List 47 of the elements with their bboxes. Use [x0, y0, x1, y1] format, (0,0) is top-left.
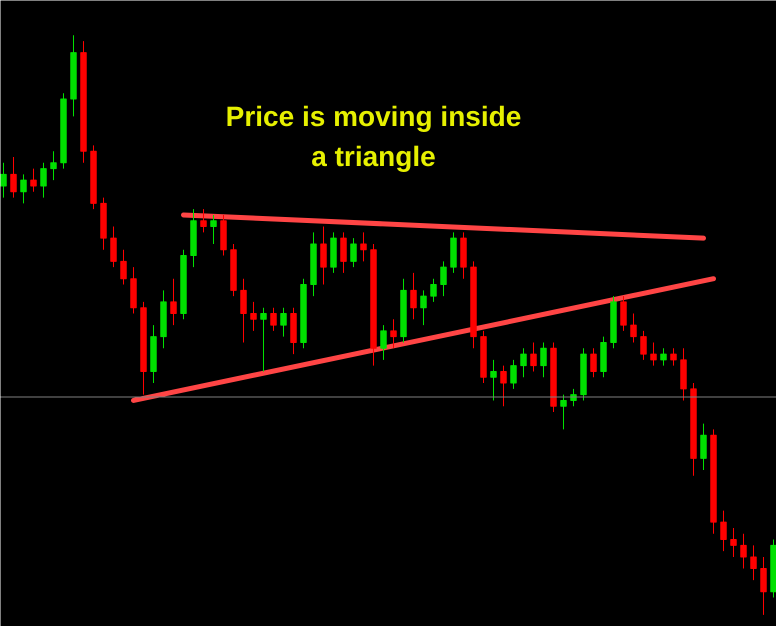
candlestick	[420, 290, 427, 326]
candlestick	[740, 533, 747, 570]
candlestick	[170, 278, 177, 326]
candlestick	[590, 348, 597, 378]
candlestick	[520, 348, 527, 378]
candlestick	[500, 365, 507, 407]
candlestick	[350, 238, 357, 268]
candlestick	[490, 359, 497, 401]
candlestick	[730, 527, 737, 558]
candlestick	[620, 296, 627, 332]
candlestick	[120, 249, 127, 286]
candlestick	[530, 342, 537, 372]
candlestick	[50, 150, 57, 181]
candlestick	[390, 318, 397, 349]
candlestick	[280, 307, 287, 338]
candlestick	[700, 423, 707, 470]
candlestick	[260, 307, 267, 372]
candlestick	[380, 324, 387, 360]
candlestick	[670, 348, 677, 366]
candlestick	[250, 301, 257, 332]
candlestick	[540, 342, 547, 378]
candlestick	[640, 330, 647, 360]
candlestick	[660, 348, 667, 366]
candlestick	[30, 168, 37, 192]
candlestick	[200, 208, 207, 233]
candlestick	[240, 278, 247, 343]
candlestick	[0, 162, 7, 198]
candlestick	[750, 544, 757, 581]
candlestick	[440, 260, 447, 297]
candlestick	[410, 272, 417, 320]
candlestick	[560, 394, 567, 430]
candlestick	[630, 313, 637, 343]
candlestick	[10, 156, 17, 198]
candlestick	[20, 174, 27, 204]
candlestick	[360, 232, 367, 262]
candlestick	[510, 359, 517, 390]
candlestick	[430, 278, 437, 302]
candlestick	[320, 226, 327, 286]
candlestick	[650, 342, 657, 366]
candlestick	[210, 214, 217, 244]
candlestick	[340, 232, 347, 274]
candlestick	[40, 162, 47, 198]
candlestick	[110, 226, 117, 268]
candlestick	[270, 307, 277, 332]
candlestick	[760, 556, 767, 616]
annotation: Price is moving inside a triangle	[226, 100, 522, 172]
candlestick	[720, 510, 727, 552]
